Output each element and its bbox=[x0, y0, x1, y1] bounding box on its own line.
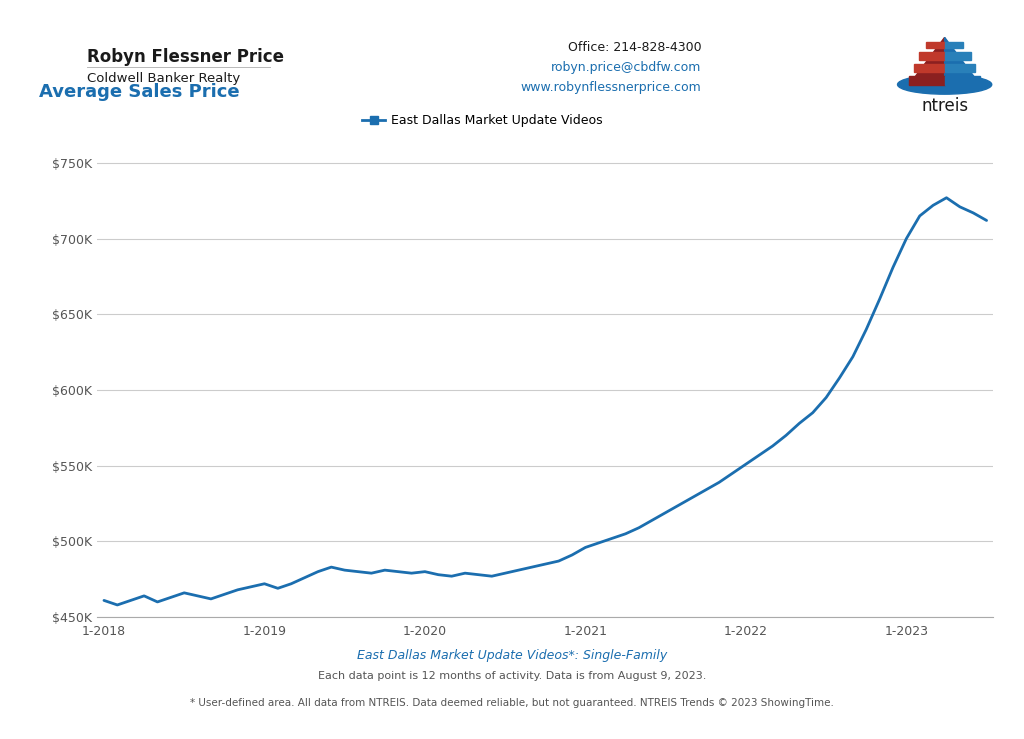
Text: www.robynflessnerprice.com: www.robynflessnerprice.com bbox=[520, 81, 701, 94]
Text: Robyn Flessner Price: Robyn Flessner Price bbox=[87, 48, 284, 66]
Bar bbox=[909, 76, 944, 84]
Bar bbox=[919, 52, 944, 60]
Text: Office: 214-828-4300: Office: 214-828-4300 bbox=[568, 41, 701, 54]
Bar bbox=[926, 41, 944, 48]
Text: Average Sales Price: Average Sales Price bbox=[39, 83, 240, 101]
Text: * User-defined area. All data from NTREIS. Data deemed reliable, but not guarant: * User-defined area. All data from NTREI… bbox=[190, 698, 834, 709]
Ellipse shape bbox=[897, 75, 992, 94]
Text: ntreis: ntreis bbox=[921, 97, 969, 115]
Text: Each data point is 12 months of activity. Data is from August 9, 2023.: Each data point is 12 months of activity… bbox=[317, 671, 707, 681]
Bar bbox=[944, 76, 980, 84]
Bar bbox=[944, 41, 964, 48]
Text: East Dallas Market Update Videos*: Single-Family: East Dallas Market Update Videos*: Singl… bbox=[357, 649, 667, 662]
Text: robyn.price@cbdfw.com: robyn.price@cbdfw.com bbox=[551, 61, 701, 74]
Bar bbox=[944, 52, 971, 60]
Polygon shape bbox=[944, 38, 980, 84]
Legend: East Dallas Market Update Videos: East Dallas Market Update Videos bbox=[362, 114, 603, 127]
Bar bbox=[944, 64, 975, 72]
Bar bbox=[914, 64, 944, 72]
Text: Coldwell Banker Realty: Coldwell Banker Realty bbox=[87, 72, 241, 86]
Polygon shape bbox=[909, 38, 944, 84]
